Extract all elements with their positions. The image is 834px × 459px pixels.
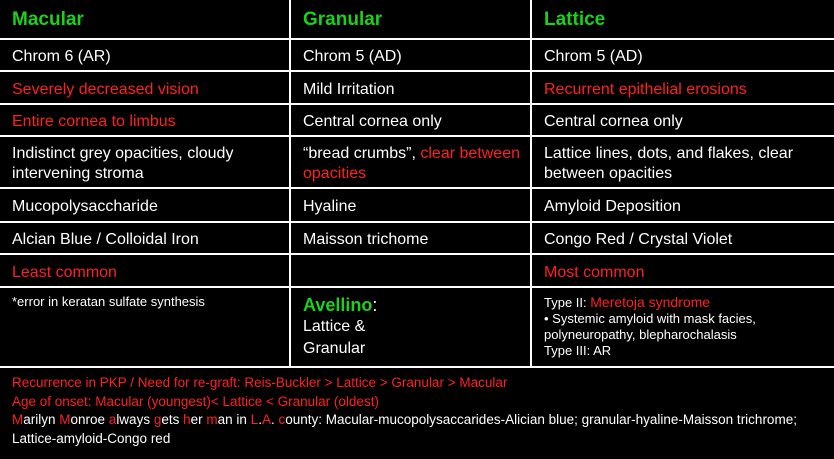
mnemonic-segment: ets [161, 412, 184, 427]
notes-macular: *error in keratan sulfate synthesis [0, 288, 291, 368]
mnemonic-segment: M [12, 412, 24, 427]
mnemonic-segment: an in [217, 412, 251, 427]
symptom-lattice: Recurrent epithelial erosions [532, 72, 834, 105]
mnemonic-segment: h [183, 412, 191, 427]
notes-lattice: Type II: Meretoja syndrome • Systemic am… [532, 288, 834, 368]
footer-block: Recurrence in PKP / Need for re-graft: R… [12, 374, 826, 448]
mnemonic-segment: arilyn [23, 412, 60, 427]
mnemonic-segment: g [153, 412, 162, 427]
opacity-granular-text: “bread crumbs”, clear between opacities [303, 144, 522, 184]
avellino-title: Avellino [303, 295, 373, 315]
chrom-macular: Chrom 6 (AR) [0, 40, 291, 72]
mnemonic-segment: a [108, 412, 117, 427]
lattice-notes-block: Type II: Meretoja syndrome • Systemic am… [544, 294, 826, 359]
mnemonic-segment: . [258, 412, 262, 427]
mnemonic-segment: L [250, 412, 259, 427]
mnemonic-segment: A [261, 412, 271, 427]
opacity-macular: Indistinct grey opacities, cloudy interv… [0, 137, 291, 189]
opacity-granular: “bread crumbs”, clear between opacities [291, 137, 532, 189]
symptom-macular: Severely decreased vision [0, 72, 291, 105]
frequency-lattice: Most common [532, 255, 834, 288]
type2-name: Meretoja syndrome [590, 294, 711, 310]
header-granular: Granular [291, 0, 532, 40]
chrom-lattice: Chrom 5 (AD) [532, 40, 834, 72]
avellino-line2: Granular [303, 340, 366, 357]
mnemonic-segment: M [59, 412, 71, 427]
symptom-granular: Mild Irritation [291, 72, 532, 105]
location-macular: Entire cornea to limbus [0, 105, 291, 137]
avellino-block: Avellino: Lattice & Granular [303, 294, 377, 360]
footer-recurrence: Recurrence in PKP / Need for re-graft: R… [12, 375, 508, 390]
header-macular: Macular [0, 0, 291, 40]
avellino-colon: : [372, 295, 378, 315]
location-lattice: Central cornea only [532, 105, 834, 137]
frequency-macular: Least common [0, 255, 291, 288]
mnemonic-segment: ounty: Macular-mucopolysaccarides-Alicia… [12, 412, 797, 446]
stain-macular: Alcian Blue / Colloidal Iron [0, 223, 291, 255]
clear-between-text: clear between opacities [303, 145, 520, 182]
stain-granular: Maisson trichome [291, 223, 532, 255]
mnemonic-segment: er [190, 412, 207, 427]
location-granular: Central cornea only [291, 105, 532, 137]
mnemonic-segment: . [270, 412, 279, 427]
footer-mnemonic: Marilyn Monroe always gets her man in L.… [12, 411, 826, 448]
deposit-granular: Hyaline [291, 189, 532, 223]
mnemonic-segment: c [278, 412, 286, 427]
type3-text: Type III: AR [544, 343, 612, 358]
avellino-line1: Lattice & [303, 318, 366, 335]
type2-detail: • Systemic amyloid with mask facies, pol… [544, 311, 756, 342]
frequency-granular [291, 255, 532, 288]
chrom-granular: Chrom 5 (AD) [291, 40, 532, 72]
footer-age-onset: Age of onset: Macular (youngest)< Lattic… [12, 393, 379, 409]
stain-lattice: Congo Red / Crystal Violet [532, 223, 834, 255]
type2-label: Type II: [544, 295, 587, 310]
bread-crumbs-text: “bread crumbs”, [303, 145, 416, 162]
notes-granular: Avellino: Lattice & Granular [291, 288, 532, 368]
mnemonic-segment: lways [116, 412, 154, 427]
deposit-lattice: Amyloid Deposition [532, 189, 834, 223]
opacity-lattice: Lattice lines, dots, and flakes, clear b… [532, 137, 834, 189]
footer-notes: Recurrence in PKP / Need for re-graft: R… [0, 368, 834, 449]
deposit-macular: Mucopolysaccharide [0, 189, 291, 223]
mnemonic-segment: m [206, 412, 218, 427]
header-lattice: Lattice [532, 0, 834, 40]
mnemonic-segment: onroe [70, 412, 109, 427]
